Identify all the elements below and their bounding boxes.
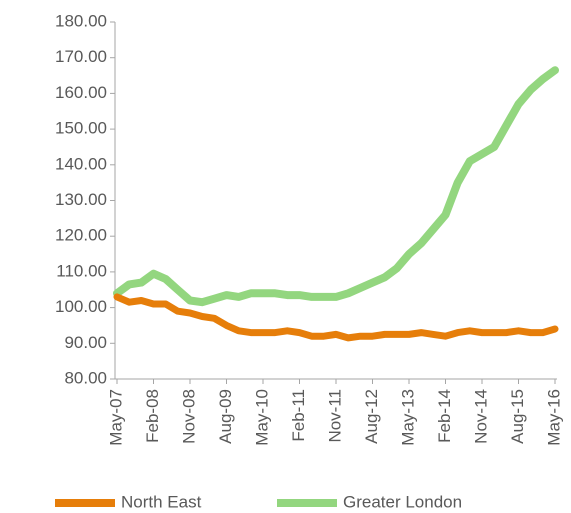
y-tick-label: 130.00 [55, 190, 107, 209]
x-tick-label: Aug-09 [216, 389, 235, 444]
y-tick-label: 140.00 [55, 154, 107, 173]
y-tick-label: 80.00 [64, 368, 107, 387]
x-tick-label: Aug-12 [362, 389, 381, 444]
legend-label: Greater London [343, 492, 462, 511]
x-tick-label: Nov-14 [471, 389, 490, 444]
x-tick-label: Nov-08 [179, 389, 198, 444]
y-tick-label: 120.00 [55, 226, 107, 245]
x-tick-label: May-07 [106, 389, 125, 446]
x-tick-label: Feb-11 [289, 389, 308, 442]
x-tick-label: May-10 [252, 389, 271, 446]
x-tick-label: May-16 [544, 389, 563, 446]
x-tick-label: May-13 [398, 389, 417, 446]
y-tick-label: 160.00 [55, 83, 107, 102]
data-line [113, 293, 559, 342]
y-tick-label: 150.00 [55, 119, 107, 138]
legend-label: North East [121, 492, 202, 511]
y-tick-label: 100.00 [55, 297, 107, 316]
y-tick-label: 110.00 [56, 261, 107, 280]
y-tick-label: 90.00 [64, 333, 107, 352]
x-tick-label: Nov-11 [325, 389, 344, 443]
data-line [113, 66, 559, 307]
y-tick-label: 180.00 [55, 11, 107, 30]
x-tick-label: Feb-08 [143, 389, 162, 443]
y-tick-label: 170.00 [55, 47, 107, 66]
x-tick-label: Aug-15 [508, 389, 527, 444]
x-tick-label: Feb-14 [435, 389, 454, 443]
